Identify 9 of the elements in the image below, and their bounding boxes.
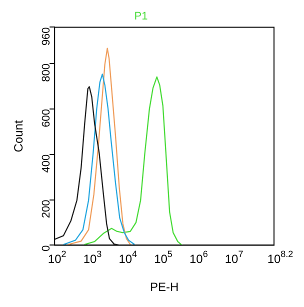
y-tick-label: 400 xyxy=(40,154,53,173)
chart-title: P1 xyxy=(134,10,148,23)
y-tick-label: 600 xyxy=(40,108,53,128)
y-tick-label: 960 xyxy=(40,27,53,46)
x-axis-title: PE-H xyxy=(150,280,179,294)
y-axis-title: Count xyxy=(12,120,26,152)
y-tick-label: 0 xyxy=(40,245,53,252)
y-tick-label: 800 xyxy=(40,64,53,82)
y-tick-label: 200 xyxy=(40,200,53,218)
